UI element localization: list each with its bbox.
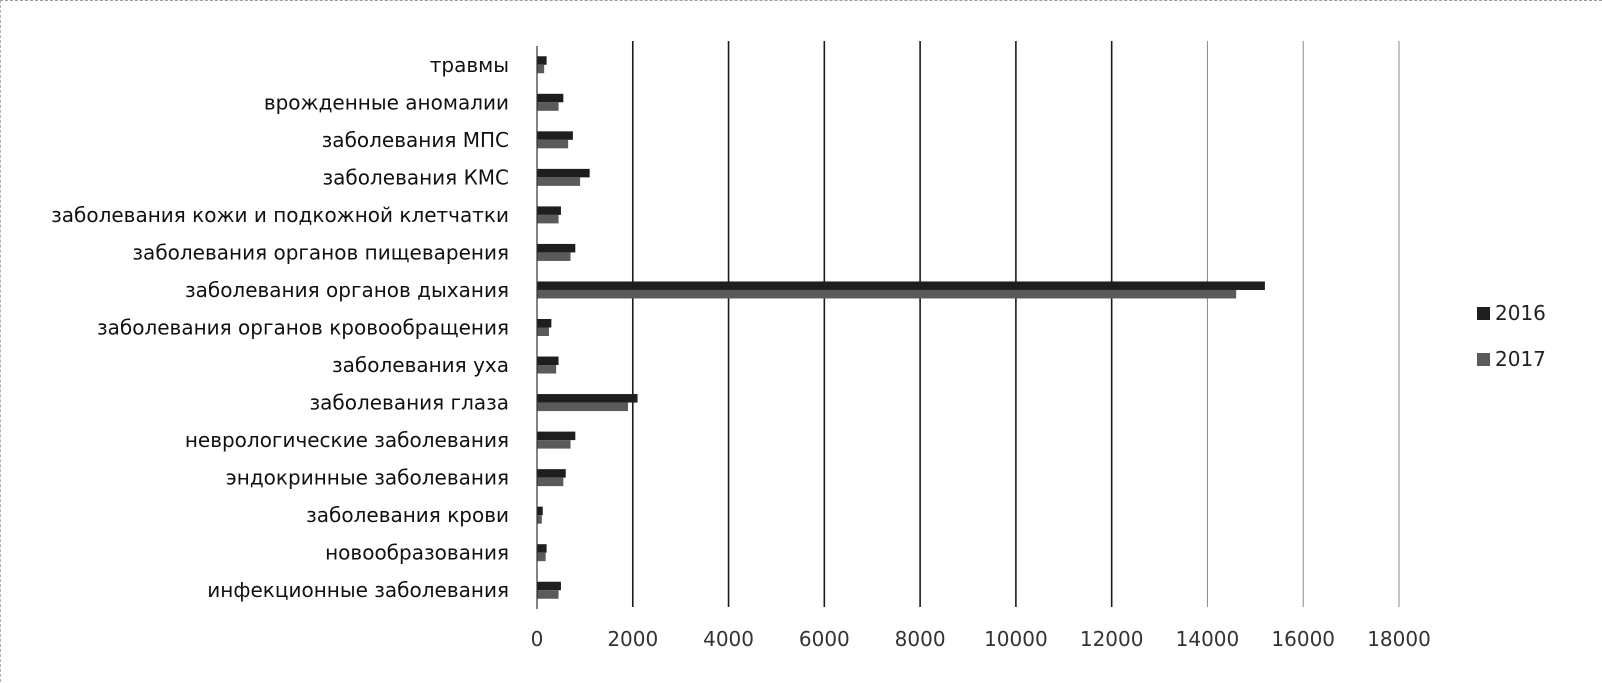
bar-2016 xyxy=(537,469,566,478)
bar-2016 xyxy=(537,319,552,328)
category-label: травмы xyxy=(430,53,509,77)
category-label: заболевания крови xyxy=(306,503,509,527)
category-label: заболевания органов кровообращения xyxy=(97,316,509,340)
category-label: инфекционные заболевания xyxy=(207,578,509,602)
bar-2017 xyxy=(537,515,542,524)
legend-label: 2017 xyxy=(1495,347,1546,371)
bar-2016 xyxy=(537,544,547,553)
bar-2017 xyxy=(537,440,571,449)
x-tick-label: 10000 xyxy=(984,627,1048,651)
x-tick-label: 2000 xyxy=(607,627,658,651)
bar-2017 xyxy=(537,214,559,224)
category-label: неврологические заболевания xyxy=(185,428,509,452)
category-label: новообразования xyxy=(325,541,509,565)
bar-2016 xyxy=(537,206,561,215)
category-label: эндокринные заболевания xyxy=(226,466,509,490)
x-tick-label: 16000 xyxy=(1271,627,1335,651)
category-label: заболевания глаза xyxy=(310,391,510,415)
bar-2017 xyxy=(537,102,559,111)
bar-group xyxy=(537,56,1265,599)
bar-2017 xyxy=(537,252,571,261)
legend-label: 2016 xyxy=(1495,301,1546,325)
bar-2017 xyxy=(537,289,1237,299)
category-label: заболевания органов дыхания xyxy=(185,278,509,302)
bar-2016 xyxy=(537,431,576,441)
x-tick-label: 0 xyxy=(531,627,544,651)
x-tick-label: 4000 xyxy=(703,627,754,651)
bar-2016 xyxy=(537,506,543,516)
bar-2016 xyxy=(537,281,1265,290)
x-tick-label: 14000 xyxy=(1176,627,1240,651)
legend-swatch xyxy=(1477,307,1490,320)
bar-2017 xyxy=(537,139,569,149)
x-tick-label: 6000 xyxy=(799,627,850,651)
x-tick-label: 18000 xyxy=(1367,627,1431,651)
category-label: заболевания КМС xyxy=(323,165,509,189)
grid-lines xyxy=(631,41,1400,607)
bar-2017 xyxy=(537,327,549,336)
x-tick-label: 12000 xyxy=(1080,627,1144,651)
x-axis-tick-labels: 0 2000 4000 6000 8000 10000 12000 14000 16000 180… xyxy=(531,627,1431,651)
bar-2016 xyxy=(537,581,561,591)
bar-2017 xyxy=(537,477,564,487)
bar-2017 xyxy=(537,402,628,412)
bar-2017 xyxy=(537,64,545,74)
bar-2016 xyxy=(537,356,559,366)
bar-2016 xyxy=(537,93,564,103)
legend: 2016 2017 xyxy=(1477,301,1546,371)
category-labels: травмы врожденные аномалии заболевания МПС… xyxy=(51,53,509,602)
category-label: заболевания органов пищеварения xyxy=(132,240,509,264)
bar-2017 xyxy=(537,177,581,186)
bar-2017 xyxy=(537,365,557,374)
bar-2017 xyxy=(537,552,546,562)
category-label: заболевания МПС xyxy=(322,128,509,152)
bar-2016 xyxy=(537,131,573,140)
bar-2016 xyxy=(537,243,576,253)
category-label: врожденные аномалии xyxy=(264,90,509,114)
bar-2016 xyxy=(537,56,547,65)
x-tick-label: 8000 xyxy=(895,627,946,651)
bar-2016 xyxy=(537,394,638,403)
bar-2016 xyxy=(537,168,590,178)
bar-2017 xyxy=(537,590,559,599)
category-label: заболевания уха xyxy=(332,353,509,377)
legend-swatch xyxy=(1477,353,1490,366)
category-label: заболевания кожи и подкожной клетчатки xyxy=(51,203,509,227)
